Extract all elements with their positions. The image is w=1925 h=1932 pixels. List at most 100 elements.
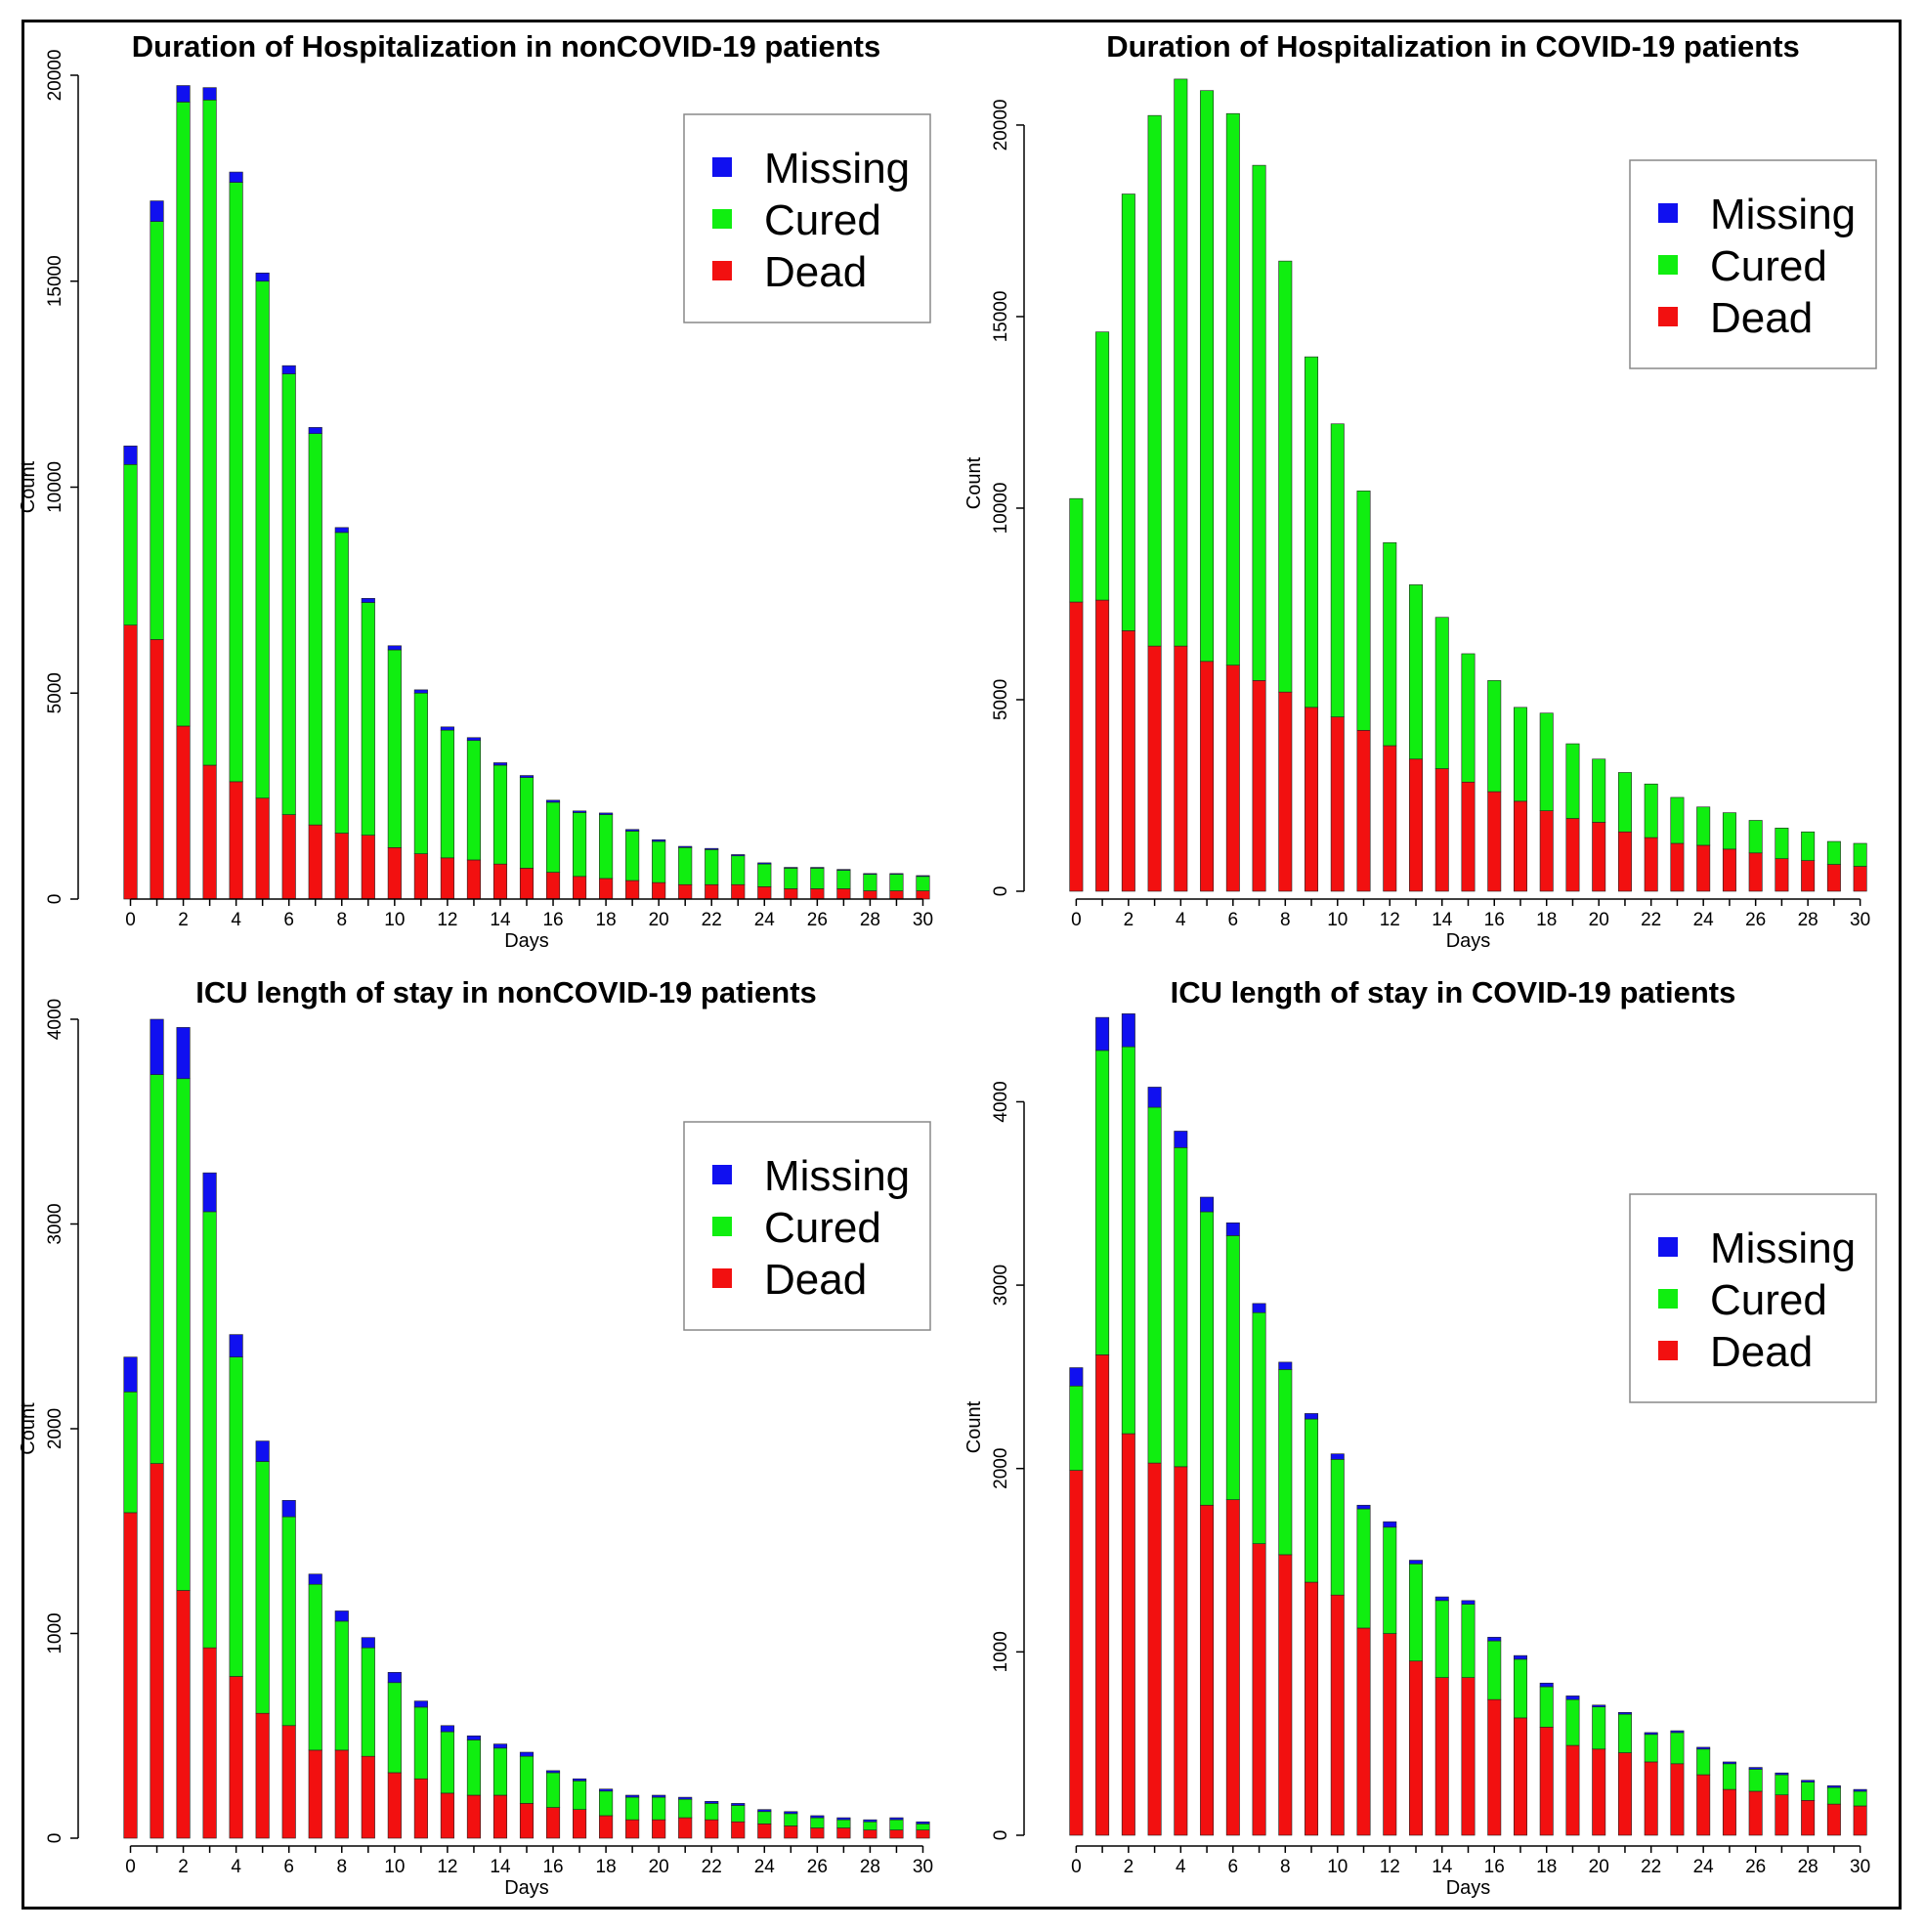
bar-dead-day-27 bbox=[1775, 1794, 1789, 1836]
bar-cured-day-23 bbox=[1670, 1732, 1685, 1765]
bar-missing-day-13 bbox=[1409, 1560, 1424, 1565]
bar-cured-day-22 bbox=[1644, 1734, 1658, 1763]
bar-missing-day-0 bbox=[1069, 1367, 1084, 1387]
y-tick-label: 4000 bbox=[991, 1081, 1011, 1122]
bar-dead-day-21 bbox=[1617, 831, 1632, 892]
bar-missing-day-16 bbox=[545, 1770, 561, 1774]
bar-dead-day-17 bbox=[573, 876, 587, 900]
bar-missing-day-19 bbox=[1565, 1696, 1580, 1700]
bar-dead-day-30 bbox=[916, 1829, 930, 1839]
y-tick-label: 3000 bbox=[45, 1203, 65, 1244]
x-tick-label: 6 bbox=[283, 1857, 294, 1877]
bar-dead-day-28 bbox=[863, 890, 877, 900]
bar-cured-day-27 bbox=[1775, 1774, 1789, 1796]
bar-cured-day-18 bbox=[599, 814, 614, 880]
bar-dead-day-17 bbox=[1513, 800, 1527, 892]
bar-dead-day-15 bbox=[519, 1803, 535, 1839]
bar-cured-day-2 bbox=[1121, 1046, 1135, 1435]
bar-dead-day-1 bbox=[150, 1463, 164, 1839]
bar-cured-day-20 bbox=[652, 1796, 666, 1821]
bar-missing-day-22 bbox=[1644, 1732, 1658, 1736]
bar-cured-day-28 bbox=[1801, 1782, 1816, 1801]
bar-missing-day-21 bbox=[678, 1796, 693, 1800]
x-tick-label: 8 bbox=[1280, 1857, 1291, 1877]
bar-missing-day-12 bbox=[1383, 1521, 1397, 1528]
bar-cured-day-22 bbox=[705, 1803, 719, 1821]
y-tick-label: 20000 bbox=[991, 100, 1011, 151]
bar-dead-day-22 bbox=[1644, 1761, 1658, 1836]
bar-cured-day-12 bbox=[1383, 541, 1397, 747]
bar-dead-day-8 bbox=[1278, 691, 1293, 892]
bar-dead-day-23 bbox=[1670, 842, 1685, 892]
legend-label-missing: Missing bbox=[1710, 191, 1856, 238]
bar-dead-day-4 bbox=[1174, 1466, 1188, 1836]
bar-dead-day-18 bbox=[1539, 810, 1554, 892]
bar-missing-day-22 bbox=[705, 1800, 719, 1804]
bar-cured-day-0 bbox=[1069, 497, 1084, 603]
bar-missing-day-3 bbox=[202, 87, 217, 101]
bar-cured-day-1 bbox=[150, 221, 164, 640]
bar-dead-day-18 bbox=[599, 878, 614, 900]
bar-cured-day-29 bbox=[1826, 1786, 1841, 1805]
x-tick-label: 20 bbox=[1589, 1857, 1609, 1877]
bar-missing-day-28 bbox=[1801, 1780, 1816, 1782]
bar-dead-day-21 bbox=[1617, 1752, 1632, 1836]
x-tick-label: 0 bbox=[125, 910, 136, 930]
bar-dead-day-24 bbox=[757, 1824, 772, 1839]
bar-cured-day-6 bbox=[281, 373, 296, 815]
bar-cured-day-17 bbox=[573, 812, 587, 878]
y-axis-label: Count bbox=[18, 460, 39, 513]
bar-dead-day-3 bbox=[202, 1647, 217, 1839]
bar-missing-day-8 bbox=[334, 527, 349, 534]
bar-cured-day-25 bbox=[784, 1813, 798, 1826]
y-axis-label: Count bbox=[963, 1400, 985, 1453]
x-tick-label: 20 bbox=[649, 910, 669, 930]
y-tick-label: 1000 bbox=[991, 1631, 1011, 1672]
x-tick-label: 22 bbox=[1641, 910, 1661, 930]
y-tick-label: 0 bbox=[45, 894, 65, 905]
y-tick-label: 3000 bbox=[991, 1265, 1011, 1306]
bar-cured-day-16 bbox=[1487, 1640, 1502, 1700]
bar-dead-day-19 bbox=[625, 1819, 640, 1839]
x-tick-label: 10 bbox=[384, 1857, 405, 1877]
bar-missing-day-20 bbox=[652, 1794, 666, 1798]
bar-missing-day-6 bbox=[1225, 1222, 1240, 1236]
bar-dead-day-14 bbox=[1434, 768, 1449, 892]
y-tick-label: 2000 bbox=[991, 1448, 1011, 1489]
bar-missing-day-10 bbox=[387, 645, 402, 651]
legend-swatch-cured bbox=[1658, 255, 1678, 275]
bar-dead-day-18 bbox=[599, 1815, 614, 1839]
bar-cured-day-4 bbox=[1174, 1147, 1188, 1468]
bar-dead-day-12 bbox=[440, 857, 454, 900]
bar-missing-day-17 bbox=[573, 1778, 587, 1782]
bar-dead-day-17 bbox=[573, 1809, 587, 1839]
bar-cured-day-28 bbox=[863, 1821, 877, 1830]
bar-cured-day-7 bbox=[308, 1583, 322, 1751]
bar-cured-day-9 bbox=[361, 1647, 375, 1757]
bar-cured-day-24 bbox=[1696, 1748, 1711, 1776]
bar-dead-day-23 bbox=[731, 1821, 746, 1839]
bar-cured-day-3 bbox=[1147, 1106, 1162, 1464]
bar-cured-day-6 bbox=[1225, 112, 1240, 666]
bar-dead-day-26 bbox=[1748, 852, 1763, 892]
bar-missing-day-5 bbox=[1200, 1196, 1215, 1213]
chart-title: ICU length of stay in COVID-19 patients bbox=[1171, 975, 1736, 1009]
x-tick-label: 10 bbox=[384, 910, 405, 930]
bar-dead-day-12 bbox=[1383, 1633, 1397, 1836]
x-tick-label: 4 bbox=[231, 1857, 241, 1877]
bar-dead-day-20 bbox=[1592, 822, 1606, 892]
bar-missing-day-30 bbox=[916, 875, 930, 878]
bar-dead-day-23 bbox=[1670, 1763, 1685, 1836]
bar-dead-day-11 bbox=[1356, 1627, 1371, 1836]
bar-dead-day-30 bbox=[916, 890, 930, 900]
bar-cured-day-6 bbox=[281, 1516, 296, 1727]
bar-cured-day-7 bbox=[1252, 1311, 1266, 1544]
bar-cured-day-13 bbox=[1409, 1563, 1424, 1662]
bar-cured-day-16 bbox=[545, 1772, 561, 1808]
x-tick-label: 10 bbox=[1327, 1857, 1348, 1877]
x-tick-label: 12 bbox=[437, 910, 457, 930]
bar-cured-day-25 bbox=[1722, 812, 1736, 850]
bar-dead-day-10 bbox=[387, 1772, 402, 1839]
legend-label-missing: Missing bbox=[764, 145, 910, 193]
bar-missing-day-15 bbox=[519, 1751, 535, 1757]
